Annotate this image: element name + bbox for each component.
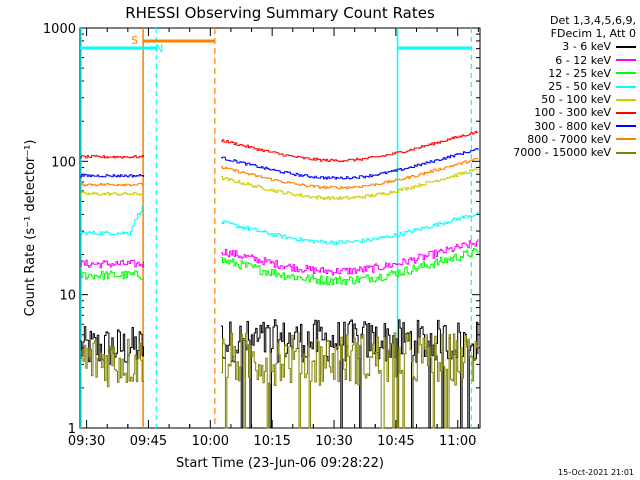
series-line-25-50-kev [80,204,144,236]
legend-entries: 3 - 6 keV 6 - 12 keV 12 - 25 keV 25 - 50 ke… [478,40,636,159]
legend-entry: 300 - 800 keV [478,120,636,133]
x-tick-label: 10:45 [377,434,414,449]
y-tick-label: 100 [51,155,76,170]
y-axis-label: Count Rate (s⁻¹ detector⁻¹) [23,140,38,317]
legend-entry: 50 - 100 keV [478,93,636,106]
x-tick-label: 10:30 [315,434,352,449]
legend-entry: 12 - 25 keV [478,67,636,80]
plot-area: 1 10 100 1000 09:30 09:45 10:00 10:15 10:30 10:45… [43,22,481,449]
legend-entry-label: 7000 - 15000 keV [513,145,611,159]
series-line-3-6-kev [221,319,479,429]
y-tick-label: 10 [59,289,76,304]
y-tick-label: 1000 [43,22,76,37]
legend-swatch [616,125,636,128]
legend-header-detectors: Det 1,3,4,5,6,9, [549,14,636,27]
series-line-800-7000-kev [80,182,144,187]
legend-entry: 100 - 300 keV [478,106,636,119]
series-line-6-12-kev [80,259,144,269]
legend-entry: 7000 - 15000 keV [478,146,636,159]
series-line-50-100-kev [80,191,144,196]
series-line-7000-15000-kev [221,332,479,429]
legend-entry-label: 50 - 100 keV [541,93,611,107]
legend-swatch [616,138,636,141]
x-tick-label: 10:00 [192,434,229,449]
legend-entry-label: 12 - 25 keV [548,66,611,80]
night-label: N [155,42,163,55]
series-line-12-25-kev [221,248,479,286]
series-line-300-800-kev [221,148,479,180]
legend-entry-label: 100 - 300 keV [534,106,611,120]
legend-entry: 3 - 6 keV [478,40,636,53]
series-line-7000-15000-kev [80,338,144,388]
legend-swatch [616,46,636,48]
series-line-12-25-kev [80,270,144,280]
x-tick-label: 11:00 [439,434,476,449]
series-line-50-100-kev [221,168,479,201]
x-tick-label: 10:15 [253,434,290,449]
series-line-300-800-kev [80,173,144,178]
series-line-3-6-kev [80,326,144,365]
legend-entry: 800 - 7000 keV [478,133,636,146]
series-line-800-7000-kev [221,158,479,190]
legend-swatch [616,72,636,75]
legend-entry-label: 300 - 800 keV [534,119,611,133]
series-line-100-300-kev [80,155,144,159]
legend-swatch [616,151,636,154]
series-line-6-12-kev [221,239,479,276]
legend-swatch [616,98,636,101]
x-tick-label: 09:30 [68,434,105,449]
legend-header-attenuator: FDecim 1, Att 0 [550,27,636,41]
generation-timestamp: 15-Oct-2021 21:01 [558,468,634,477]
series-line-100-300-kev [221,130,479,163]
legend-entry: 25 - 50 keV [478,80,636,93]
legend-entry: 6 - 12 keV [478,54,636,67]
saa-label: S [131,34,138,47]
legend: Det 1,3,4,5,6,9, FDecim 1, Att 0 3 - 6 k… [478,14,636,159]
x-tick-label: 09:45 [130,434,167,449]
plot-frame [79,27,481,429]
chart-title: RHESSI Observing Summary Count Rates [125,4,435,22]
legend-entry-label: 800 - 7000 keV [527,132,611,146]
legend-entry-label: 6 - 12 keV [555,53,611,67]
x-axis-label: Start Time (23-Jun-06 09:28:22) [176,456,384,471]
legend-swatch [616,59,636,62]
y-tick-label: 1 [68,422,76,437]
legend-entry-label: 3 - 6 keV [562,40,611,54]
legend-swatch [616,111,636,114]
legend-entry-label: 25 - 50 keV [548,79,611,93]
legend-swatch [616,85,636,88]
series-line-25-50-kev [221,211,479,245]
